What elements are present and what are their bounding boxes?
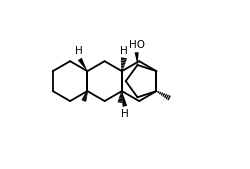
Text: H: H xyxy=(120,46,128,56)
Polygon shape xyxy=(134,52,139,65)
Polygon shape xyxy=(78,58,87,71)
Polygon shape xyxy=(122,91,127,107)
Text: H: H xyxy=(122,109,129,119)
Text: H: H xyxy=(74,46,82,56)
Text: HO: HO xyxy=(128,40,144,50)
